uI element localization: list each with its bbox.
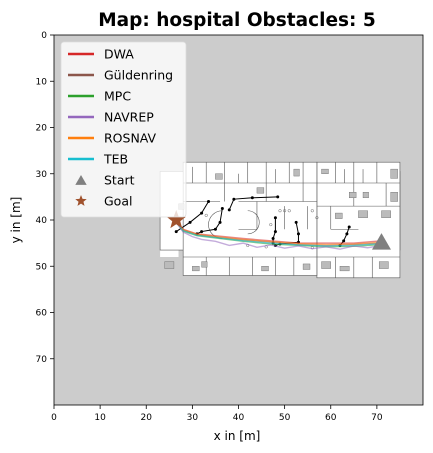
goal-marker <box>166 210 186 229</box>
obstacle-waypoint <box>273 216 277 220</box>
floorplan-fixture <box>201 261 208 268</box>
y-tick-label: 30 <box>36 170 48 180</box>
floorplan-fixture <box>362 192 369 199</box>
x-axis: 0 10 20 30 40 50 60 70 <box>51 405 383 423</box>
floorplan-fixture <box>339 266 350 272</box>
legend-label: DWA <box>104 47 134 62</box>
obstacle-waypoint <box>276 195 280 199</box>
obstacle-waypoint <box>200 230 204 234</box>
obstacle-path <box>228 196 278 211</box>
y-tick-label: 0 <box>41 31 47 41</box>
x-tick-label: 30 <box>187 413 199 423</box>
floorplan-fixture <box>192 266 200 272</box>
y-tick-label: 70 <box>36 355 48 365</box>
floorplan-fixture <box>293 168 300 177</box>
obstacle-waypoint <box>347 225 351 229</box>
x-tick-label: 10 <box>94 413 106 423</box>
floorplan-fixture <box>390 168 398 179</box>
obstacle-waypoint <box>207 200 211 203</box>
chart-title: Map: hospital Obstacles: 5 <box>98 10 375 31</box>
floorplan-pillar <box>204 213 208 217</box>
floorplan-pillar <box>269 223 273 227</box>
floorplan-fixture <box>390 192 398 202</box>
legend-label: MPC <box>104 89 131 104</box>
floorplan-fixture <box>215 173 223 180</box>
obstacle-waypoint <box>271 237 275 240</box>
floorplan-fixture <box>302 263 311 270</box>
obstacle-waypoint <box>220 206 224 210</box>
obstacle-waypoint <box>273 230 277 234</box>
legend-label: Start <box>104 173 135 188</box>
obstacle-waypoint <box>294 220 298 224</box>
floorplan-pillar <box>283 209 287 213</box>
obstacle-waypoint <box>188 220 192 224</box>
x-tick-label: 40 <box>233 413 245 423</box>
series-line-navrep <box>175 221 382 250</box>
y-tick-label: 60 <box>36 309 48 319</box>
y-tick-label: 10 <box>36 77 48 87</box>
floorplan-fixture <box>335 212 343 219</box>
hospital-floorplan <box>159 161 401 279</box>
obstacle-waypoint <box>250 196 254 200</box>
obstacle-waypoint <box>342 239 346 243</box>
obstacle-waypoint <box>213 227 217 231</box>
series-line-rosnav <box>175 220 382 246</box>
legend: DWA Güldenring MPC NAVREP ROSNAV TEB Start Goal <box>60 41 187 218</box>
obstacle-path <box>175 201 209 232</box>
legend-label: ROSNAV <box>104 131 157 146</box>
floorplan-pillar <box>278 209 282 213</box>
trajectories <box>175 220 382 250</box>
obstacle-waypoint <box>227 208 231 212</box>
obstacle-waypoint <box>174 230 178 234</box>
x-tick-label: 70 <box>371 413 383 423</box>
obstacle-waypoint <box>345 232 349 236</box>
x-tick-label: 20 <box>141 413 153 423</box>
floorplan-pillar <box>287 209 291 213</box>
obstacle-waypoint <box>232 197 236 201</box>
plot-area <box>53 34 424 406</box>
x-axis-label: x in [m] <box>214 429 261 443</box>
y-tick-label: 50 <box>36 262 48 272</box>
legend-label: Güldenring <box>104 68 173 83</box>
floorplan-fixture <box>261 266 269 272</box>
floorplan-fixture <box>349 192 357 199</box>
obstacle-waypoint <box>296 232 300 236</box>
floorplan-pillar <box>310 209 314 213</box>
series-line-teb <box>175 221 382 247</box>
floorplan-building <box>182 161 318 276</box>
y-axis: 0 10 20 30 40 50 60 70 <box>36 31 54 365</box>
obstacle-waypoint <box>218 220 222 224</box>
floorplan-curved-wall <box>247 210 260 235</box>
legend-goal-icon <box>75 195 87 206</box>
legend-label: Goal <box>104 194 132 209</box>
obstacle-waypoint <box>200 211 204 215</box>
floorplan-fixture <box>164 261 175 269</box>
legend-box <box>60 41 187 218</box>
floorplan-building <box>316 161 401 279</box>
floorplan-fixture <box>358 210 368 218</box>
floorplan-fixture <box>381 210 391 218</box>
legend-start-icon <box>75 175 87 185</box>
floorplan-fixture <box>321 261 331 269</box>
floorplan-pillar <box>315 216 319 220</box>
y-axis-label: y in [m] <box>9 197 23 244</box>
floorplan-fixture <box>378 261 389 269</box>
floorplan-fixture <box>321 168 329 174</box>
x-tick-label: 50 <box>279 413 291 423</box>
x-tick-label: 60 <box>325 413 337 423</box>
start-marker <box>371 233 391 250</box>
start-goal-markers <box>166 210 391 250</box>
floorplan-fixture <box>256 187 265 194</box>
legend-label: TEB <box>103 152 128 167</box>
legend-label: NAVREP <box>104 110 154 125</box>
y-tick-label: 20 <box>36 124 48 134</box>
x-tick-label: 0 <box>51 413 57 423</box>
y-tick-label: 40 <box>36 216 48 226</box>
